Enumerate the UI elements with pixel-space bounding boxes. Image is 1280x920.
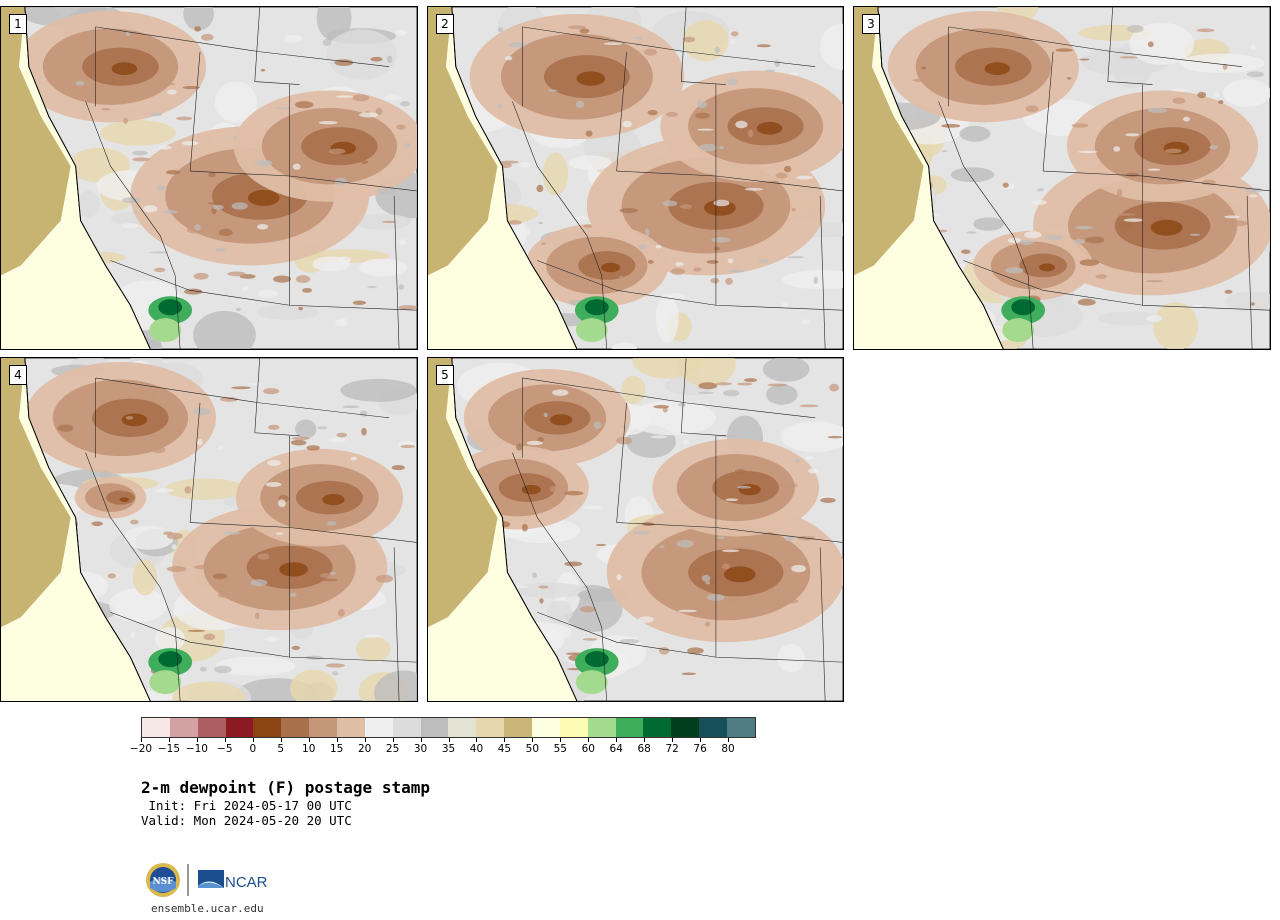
stamp-panel-2: 2 [427, 6, 844, 350]
stamp-panel-5: 5 [427, 357, 844, 702]
colorbar-swatch [671, 718, 700, 737]
colorbar-tick [224, 738, 226, 742]
stamp-number-4: 4 [9, 365, 27, 385]
colorbar-tick-label: −5 [217, 743, 233, 755]
colorbar-tick [392, 738, 394, 742]
colorbar-tick-label: 68 [637, 743, 651, 755]
colorbar-swatch [281, 718, 310, 737]
dewpoint-map-1 [1, 7, 417, 349]
colorbar-swatch [532, 718, 560, 737]
colorbar-tick-label: 50 [525, 743, 540, 755]
dewpoint-map-5 [428, 358, 843, 701]
colorbar-tick-label: −20 [129, 743, 153, 755]
colorbar-swatch [392, 718, 421, 737]
colorbar-swatch [197, 718, 226, 737]
colorbar-tick-label: −15 [157, 743, 181, 755]
colorbar-tick-label: 80 [721, 743, 735, 755]
colorbar-tick-labels: −20 −15 −10 −5 0 5 10 15 20 25 30 35 40 45 50 55 60 64 68 7… [130, 738, 756, 762]
colorbar-tick [141, 738, 142, 742]
colorbar-tick [448, 738, 450, 742]
colorbar-tick-label: −10 [185, 743, 208, 755]
colorbar-tick [168, 738, 170, 742]
colorbar-tick [560, 738, 562, 742]
colorbar-swatch [169, 718, 198, 737]
colorbar-tick [672, 738, 674, 742]
stamp-number-3: 3 [862, 14, 880, 34]
colorbar-tick [504, 738, 506, 742]
init-time: Init: Fri 2024-05-17 00 UTC [141, 798, 352, 813]
colorbar-tick [728, 738, 730, 742]
colorbar-tick [532, 738, 534, 742]
colorbar-tick [420, 738, 422, 742]
colorbar-swatch [699, 718, 728, 737]
colorbar-tick-label: 10 [302, 743, 316, 755]
colorbar-tick-label: 20 [357, 743, 372, 755]
colorbar-tick-label: 72 [665, 743, 679, 755]
colorbar-swatch [337, 718, 365, 737]
colorbar-tick [476, 738, 478, 742]
colorbar-swatch [727, 718, 755, 737]
stamp-panel-3: 3 [853, 6, 1271, 350]
colorbar-tick [588, 738, 590, 742]
colorbar-tick [616, 738, 618, 742]
title-block: 2-m dewpoint (F) postage stamp Init: Fri… [141, 778, 430, 828]
colorbar-tick-label: 76 [693, 743, 707, 755]
colorbar-swatch [142, 718, 170, 737]
colorbar-tick [644, 738, 646, 742]
ncar-logo-icon: NCAR [198, 870, 268, 891]
stamp-number-2: 2 [436, 14, 454, 34]
colorbar-tick-label: 25 [385, 743, 400, 755]
colorbar-swatch [559, 718, 588, 737]
colorbar-swatch [225, 718, 254, 737]
colorbar-tick-label: 55 [553, 743, 567, 755]
colorbar-tick [700, 738, 702, 742]
valid-time: Valid: Mon 2024-05-20 20 UTC [141, 813, 352, 828]
colorbar-tick-label: 5 [277, 743, 285, 755]
ncar-label: NCAR [225, 874, 268, 891]
colorbar-tick [252, 738, 254, 742]
stamp-number-1: 1 [9, 14, 27, 34]
dewpoint-map-2 [428, 7, 843, 349]
colorbar-tick-label: 0 [249, 743, 257, 755]
dewpoint-colorbar [141, 717, 756, 738]
colorbar-tick-label: 35 [441, 743, 456, 755]
colorbar-swatch [448, 718, 477, 737]
nsf-label: NSF [152, 877, 174, 887]
colorbar-swatch [420, 718, 449, 737]
nsf-logo-icon: NSF [146, 863, 180, 897]
stamp-panel-1: 1 [0, 6, 418, 350]
colorbar-tick [336, 738, 338, 742]
colorbar-swatch [309, 718, 338, 737]
colorbar-swatch [615, 718, 644, 737]
colorbar-tick-label: 60 [581, 743, 595, 755]
colorbar-swatch [476, 718, 505, 737]
colorbar-tick-label: 30 [413, 743, 428, 755]
colorbar-tick-label: 40 [469, 743, 484, 755]
colorbar-tick [308, 738, 310, 742]
stamp-panel-4: 4 [0, 357, 418, 702]
colorbar-swatch [253, 718, 282, 737]
colorbar-swatch [504, 718, 533, 737]
stamp-number-5: 5 [436, 365, 454, 385]
colorbar-tick-label: 45 [497, 743, 512, 755]
colorbar-swatch [643, 718, 672, 737]
dewpoint-map-3 [854, 7, 1270, 349]
colorbar-swatch [364, 718, 393, 737]
colorbar-swatch [587, 718, 616, 737]
dewpoint-map-4 [1, 358, 417, 701]
colorbar-tick [196, 738, 198, 742]
sponsor-logos: NSF NCAR [146, 863, 268, 897]
colorbar-tick [280, 738, 282, 742]
colorbar-tick-label: 15 [329, 743, 344, 755]
website-url: ensemble.ucar.edu [151, 902, 264, 915]
colorbar-tick [364, 738, 366, 742]
chart-title: 2-m dewpoint (F) postage stamp [141, 778, 430, 797]
colorbar-tick-label: 64 [609, 743, 623, 755]
